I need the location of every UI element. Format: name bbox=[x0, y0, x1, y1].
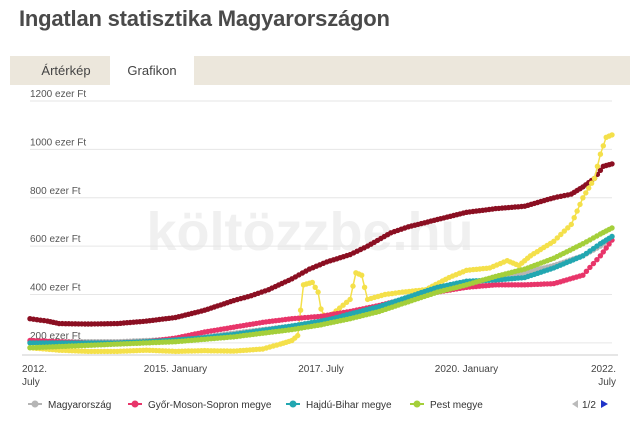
x-tick-label: 2015. January bbox=[144, 364, 207, 375]
watermark: költözzbe.hu bbox=[147, 202, 474, 262]
data-point bbox=[551, 238, 557, 244]
data-point bbox=[597, 253, 604, 259]
y-tick-label: 200 ezer Ft bbox=[30, 331, 81, 342]
data-point bbox=[600, 249, 606, 255]
data-point bbox=[609, 225, 615, 231]
series-0 bbox=[27, 161, 615, 327]
tab-chart[interactable]: Grafikon bbox=[110, 56, 194, 85]
tab-map[interactable]: Ártérkép bbox=[41, 63, 91, 78]
tab-bar: Ártérkép Grafikon bbox=[10, 56, 630, 85]
data-point bbox=[597, 167, 604, 173]
data-point bbox=[309, 279, 315, 286]
legend-marker bbox=[31, 400, 39, 408]
legend-marker bbox=[289, 400, 297, 408]
legend-prev-arrow-icon[interactable] bbox=[572, 400, 578, 408]
legend-item-gyor-moson-sopron[interactable]: Győr-Moson-Sopron megye bbox=[128, 400, 272, 411]
data-point bbox=[350, 283, 356, 289]
y-tick-label: 400 ezer Ft bbox=[30, 283, 81, 294]
data-point bbox=[561, 228, 567, 234]
x-tick-label: 2012. bbox=[22, 364, 47, 375]
y-tick-label: 800 ezer Ft bbox=[30, 186, 81, 197]
data-point bbox=[574, 208, 580, 214]
line-chart: költözzbe.hu 200 ezer Ft 400 ezer Ft 600 e… bbox=[22, 89, 618, 411]
legend-page-indicator: 1/2 bbox=[582, 400, 596, 411]
data-point bbox=[597, 151, 604, 157]
legend-marker bbox=[413, 400, 421, 408]
y-tick-label: 600 ezer Ft bbox=[30, 234, 81, 245]
data-point bbox=[587, 264, 593, 271]
x-tick-label: 2020. January bbox=[435, 364, 498, 375]
data-point bbox=[297, 307, 304, 313]
page-title: Ingatlan statisztika Magyarországon bbox=[19, 6, 390, 31]
y-tick-label: 1200 ezer Ft bbox=[30, 89, 86, 100]
data-point bbox=[609, 132, 615, 138]
data-point bbox=[594, 257, 600, 263]
data-point bbox=[565, 225, 571, 231]
data-point bbox=[594, 163, 601, 169]
legend-label: Pest megye bbox=[430, 400, 483, 411]
data-point bbox=[347, 296, 353, 303]
data-point bbox=[580, 272, 586, 278]
x-tick-label: 2022. bbox=[591, 364, 616, 375]
data-point bbox=[318, 306, 324, 312]
x-tick-label: July bbox=[22, 377, 40, 388]
legend-marker bbox=[131, 400, 139, 408]
data-point bbox=[583, 190, 589, 196]
legend-item-magyarorszag[interactable]: Magyarország bbox=[28, 400, 111, 411]
x-tick-label: July bbox=[598, 377, 616, 388]
legend-item-pest[interactable]: Pest megye bbox=[410, 400, 483, 411]
chart-container: költözzbe.hu 200 ezer Ft 400 ezer Ft 600 e… bbox=[10, 85, 630, 422]
data-point bbox=[568, 221, 574, 228]
data-point bbox=[600, 143, 606, 149]
data-point bbox=[591, 175, 598, 182]
y-tick-label: 1000 ezer Ft bbox=[30, 137, 86, 148]
series-5 bbox=[27, 225, 615, 351]
data-point bbox=[609, 161, 615, 167]
data-point bbox=[586, 185, 592, 191]
data-point bbox=[571, 215, 577, 221]
legend-next-arrow-icon[interactable] bbox=[601, 400, 608, 408]
legend-label: Győr-Moson-Sopron megye bbox=[148, 400, 272, 411]
data-point bbox=[580, 195, 586, 201]
data-point bbox=[312, 284, 318, 290]
data-point bbox=[588, 180, 595, 186]
data-point bbox=[554, 235, 560, 241]
data-point bbox=[359, 272, 365, 278]
data-point bbox=[609, 233, 615, 240]
data-point bbox=[295, 332, 301, 339]
data-point bbox=[606, 241, 612, 247]
x-tick-label: 2017. July bbox=[298, 364, 344, 375]
data-point bbox=[583, 268, 590, 274]
data-point bbox=[558, 231, 564, 238]
data-point bbox=[315, 289, 321, 295]
data-point bbox=[577, 201, 583, 208]
legend-label: Magyarország bbox=[48, 400, 111, 411]
legend-label: Hajdú-Bihar megye bbox=[306, 400, 392, 411]
data-point bbox=[361, 284, 368, 290]
data-point bbox=[590, 260, 597, 267]
legend-item-hajdu-bihar[interactable]: Hajdú-Bihar megye bbox=[286, 400, 392, 411]
data-point bbox=[603, 245, 609, 251]
